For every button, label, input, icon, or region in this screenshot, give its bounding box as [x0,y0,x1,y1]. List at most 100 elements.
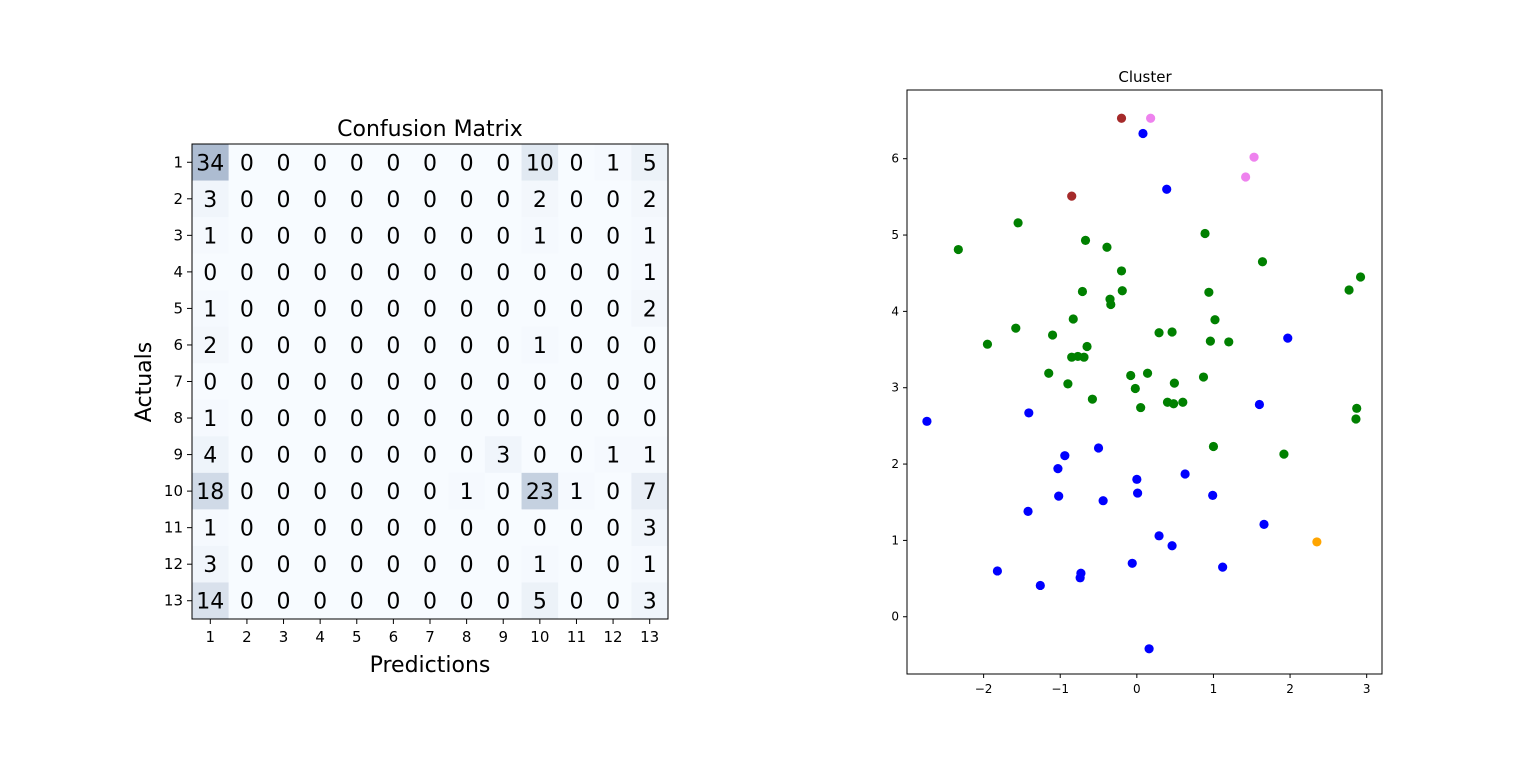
confusion-cell-r7-c9 [484,363,523,401]
confusion-cell-r6-c11 [558,326,596,364]
confusion-cell-r10-c9 [484,472,523,510]
confusion-cell-r9-c13 [631,436,669,474]
cluster-point-s2-7 [1093,443,1104,453]
confusion-value-r6-c11: 0 [569,334,583,359]
confusion-value-r13-c12: 0 [606,590,620,615]
confusion-value-r10-c10: 23 [526,480,554,505]
confusion-cell-r1-c1 [192,144,230,182]
confusion-cell-r9-c7 [411,436,449,474]
cluster-point-s1-31 [1200,228,1210,239]
confusion-value-r1-c5: 0 [350,151,364,176]
cluster-point-s1-41 [1355,272,1366,282]
confusion-cell-r3-c3 [265,217,303,255]
cluster-point-s4-1 [1146,113,1156,123]
confusion-value-r8-c7: 0 [423,407,437,432]
confusion-cell-r11-c3 [265,509,303,547]
confusion-cell-r11-c11 [558,509,596,547]
confusion-value-r12-c10: 1 [533,553,547,578]
confusion-value-r11-c4: 0 [313,517,327,542]
confusion-value-r11-c11: 0 [569,517,583,542]
confusion-value-r6-c9: 0 [496,334,510,359]
confusion-cell-r3-c10 [521,217,559,255]
cluster-point-s1-32 [1198,372,1209,382]
confusion-value-r4-c3: 0 [277,261,291,286]
confusion-value-r10-c6: 0 [386,480,400,505]
confusion-value-r8-c2: 0 [240,407,254,432]
confusion-value-r13-c13: 3 [643,590,657,615]
confusion-cell-r13-c8 [448,582,486,620]
confusion-value-r12-c3: 0 [277,553,291,578]
cm-x-tick-label: 6 [389,628,399,646]
confusion-cell-r9-c6 [375,436,413,474]
confusion-value-r1-c3: 0 [277,151,291,176]
confusion-cell-r6-c8 [448,326,486,364]
confusion-cell-r7-c2 [228,363,266,401]
confusion-cell-r7-c7 [411,363,449,401]
confusion-cell-r5-c11 [558,290,596,328]
confusion-matrix-xlabel: Predictions [370,653,491,678]
confusion-value-r7-c6: 0 [386,371,400,396]
confusion-cell-r12-c13 [631,545,669,583]
confusion-value-r4-c7: 0 [423,261,437,286]
confusion-cell-r8-c12 [594,399,632,437]
confusion-value-r1-c10: 10 [526,151,554,176]
confusion-cell-r1-c7 [411,144,449,182]
confusion-value-r7-c11: 0 [569,371,583,396]
cluster-title: Cluster [1118,68,1172,86]
cluster-point-s2-3 [922,416,932,426]
confusion-value-r1-c1: 34 [196,151,224,176]
confusion-cell-r4-c3 [265,253,303,291]
confusion-cell-r8-c4 [301,399,339,437]
confusion-value-r4-c1: 0 [203,261,217,286]
confusion-value-r1-c9: 0 [496,151,510,176]
confusion-value-r5-c11: 0 [569,297,583,322]
confusion-value-r3-c4: 0 [313,224,327,249]
confusion-cell-r13-c2 [228,582,266,620]
confusion-value-r8-c4: 0 [313,407,327,432]
confusion-cell-r1-c9 [484,144,523,182]
cm-y-tick-label: 1 [173,153,183,171]
confusion-cell-r9-c11 [558,436,596,474]
confusion-cell-r1-c11 [558,144,596,182]
confusion-cell-r3-c9 [484,217,523,255]
confusion-value-r5-c5: 0 [350,297,364,322]
cluster-point-s1-38 [1257,257,1268,267]
confusion-cell-r2-c6 [375,180,413,218]
confusion-value-r7-c7: 0 [423,371,437,396]
cluster-point-s2-23 [1075,573,1085,583]
cluster-point-s1-3 [982,339,993,349]
confusion-cell-r12-c12 [594,545,632,583]
cluster-point-s2-11 [1132,474,1142,484]
confusion-value-r10-c8: 1 [460,480,474,505]
cluster-point-s1-11 [1082,341,1092,352]
confusion-cell-r13-c5 [338,582,376,620]
cluster-points [922,113,1366,654]
cm-x-tick-label: 4 [315,628,325,646]
confusion-value-r1-c8: 0 [460,151,474,176]
cluster-point-s2-13 [1180,469,1190,479]
confusion-matrix-x-ticks: 1 2 3 4 5 6 7 8 9 10 11 12 13 [206,619,659,646]
confusion-value-r2-c7: 0 [423,188,437,213]
confusion-value-r7-c1: 0 [203,371,217,396]
confusion-cell-r6-c7 [411,326,449,364]
cluster-point-s1-42 [1352,403,1362,413]
cluster-point-s1-6 [1044,368,1054,378]
confusion-cell-r7-c8 [448,363,486,401]
confusion-value-r4-c8: 0 [460,261,474,286]
confusion-cell-r3-c13 [631,217,669,255]
confusion-value-r11-c6: 0 [386,517,400,542]
confusion-cell-r12-c2 [228,545,266,583]
confusion-cell-r8-c11 [558,399,596,437]
confusion-cell-r7-c5 [338,363,376,401]
confusion-cell-r12-c6 [375,545,413,583]
cluster-point-s1-7 [1063,379,1073,389]
confusion-cell-r12-c10 [521,545,559,583]
confusion-value-r11-c12: 0 [606,517,620,542]
confusion-cell-r9-c9 [484,436,523,474]
confusion-value-r2-c8: 0 [460,188,474,213]
confusion-value-r12-c9: 0 [496,553,510,578]
confusion-value-r6-c8: 0 [460,334,474,359]
confusion-value-r11-c8: 0 [460,517,474,542]
confusion-cell-r10-c5 [338,472,376,510]
confusion-value-r10-c3: 0 [277,480,291,505]
